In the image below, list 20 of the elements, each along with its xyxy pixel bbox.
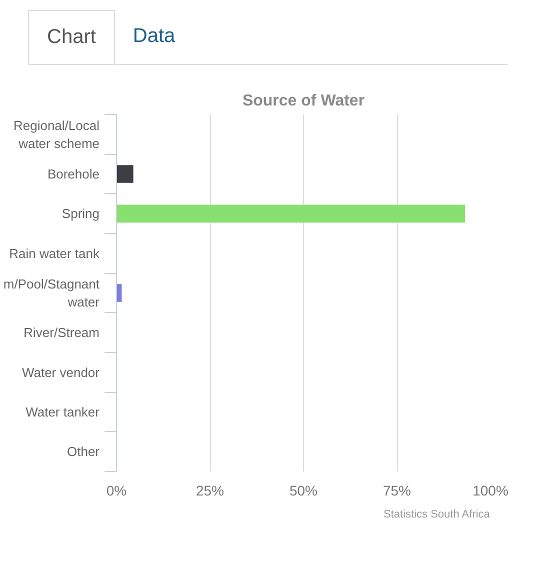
x-tick-label: 75% (382, 482, 412, 498)
x-tick-label: 50% (289, 482, 318, 498)
text: Chart (28, 10, 115, 64)
y-tick-label: Other (66, 444, 100, 460)
y-tick-label: Water vendor (22, 364, 100, 380)
y-tick-label: m/Pool/Stagnant water (3, 276, 100, 310)
x-tick-label: 25% (196, 482, 224, 498)
bar (116, 165, 134, 183)
y-tick-label: Water tanker (26, 404, 100, 420)
bar (116, 204, 466, 223)
chart-title: Source of Water (242, 92, 365, 110)
x-tick-label: 100% (472, 482, 508, 498)
text: Statistics South Africa (384, 508, 491, 520)
y-tick-label: Spring (62, 206, 100, 222)
y-tick-label: Regional/Local water scheme (13, 118, 100, 151)
text: Data (132, 24, 176, 49)
y-tick-label: Rain water tank (9, 246, 100, 261)
y-tick-label: Borehole (47, 166, 100, 182)
y-tick-label: River/Stream (24, 325, 100, 340)
x-tick-label: 0% (106, 482, 127, 498)
